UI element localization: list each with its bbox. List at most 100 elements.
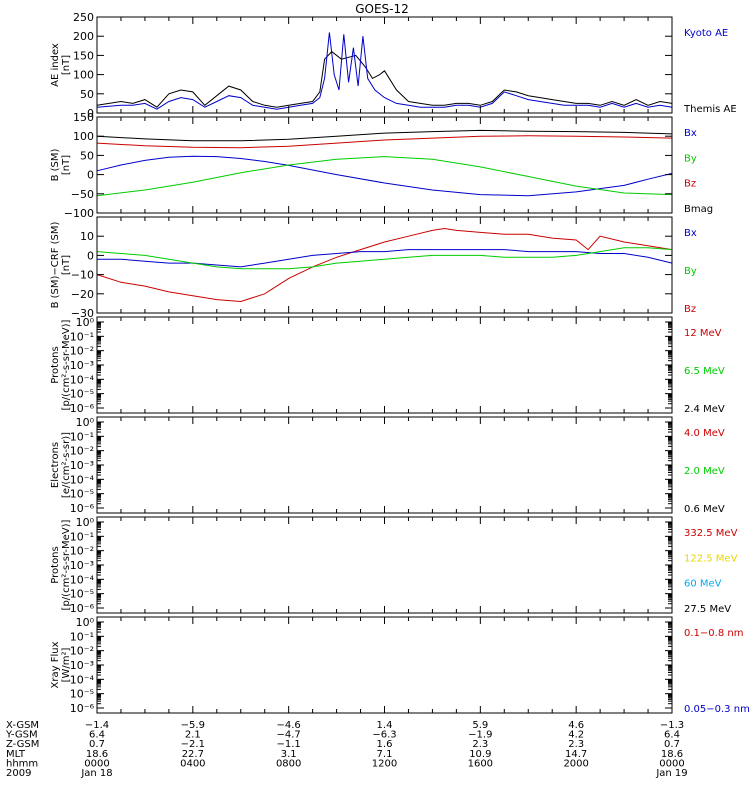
y-tick-label: 10⁰ (76, 616, 95, 629)
y-tick-label: 10⁻² (70, 645, 94, 658)
panel-frame (96, 316, 673, 414)
x-row-value: 1.4 (377, 720, 393, 731)
y-tick-label: 10⁻¹ (70, 430, 94, 443)
x-row-label: MLT (6, 749, 26, 760)
y-tick-label: 10⁻⁵ (70, 388, 94, 401)
x-row-value: 0.7 (664, 739, 680, 750)
y-tick-label: 0 (87, 169, 94, 182)
x-row-value: −4.7 (277, 730, 301, 741)
x-row-value: −1.3 (660, 720, 684, 731)
y-tick-label: 0 (87, 107, 94, 120)
y-axis-label-line: [nT] (61, 155, 72, 175)
y-axis-label-line: Xray Flux (50, 641, 61, 688)
series-line-by (96, 247, 673, 270)
legend-entry: 6.5 MeV (684, 366, 725, 377)
y-tick-label: −20 (71, 288, 94, 301)
legend-entry: 2.0 MeV (684, 466, 725, 477)
series-line-kyoto-ae (96, 32, 673, 110)
chart-title: GOES-12 (355, 2, 409, 16)
x-row-label: 2009 (6, 768, 31, 779)
x-row-label: hhmm (6, 758, 38, 769)
x-row-label: Z-GSM (6, 739, 39, 750)
y-axis-label-line: B (SM) (50, 148, 61, 181)
y-tick-label: 10⁻¹ (70, 630, 94, 643)
legend-entry: 2.4 MeV (684, 404, 725, 415)
legend-entry: Bz (684, 304, 696, 315)
x-axis-table: X-GSM −1.4 −5.9 −4.6 1.4 5.9 4.6 −1.3 Y-GSM 6.4 2.… (5, 720, 688, 779)
y-tick-label: 10⁻² (70, 345, 94, 358)
legend-entry: 0.6 MeV (684, 504, 725, 515)
y-axis-label-line: Protons (50, 346, 61, 383)
y-tick-label: 100 (73, 69, 94, 82)
x-row-value: −6.3 (372, 730, 396, 741)
x-row-value: −1.4 (85, 720, 109, 731)
y-tick-label: 50 (80, 149, 94, 162)
y-tick-label: −10 (71, 269, 94, 282)
legend-entry: 0.1−0.8 nm (684, 628, 743, 639)
y-tick-label: −100 (64, 207, 94, 220)
y-tick-label: 100 (73, 130, 94, 143)
y-tick-label: 10⁻³ (70, 459, 94, 472)
x-row-value: −1.1 (277, 739, 301, 750)
y-tick-label: 250 (73, 11, 94, 24)
y-axis-label: Xray Flux[W/m²] (50, 641, 72, 688)
y-axis-label: B (SM)[nT] (50, 148, 72, 181)
y-axis-label: Protons[p/(cm²-s-sr-MeV)] (50, 319, 72, 410)
x-row-label: Y-GSM (5, 730, 38, 741)
legend-entry: Bz (684, 179, 696, 190)
y-tick-label: 150 (73, 49, 94, 62)
y-tick-label: 10⁻⁶ (70, 502, 95, 515)
y-axis-label-line: B (SM)−CRF (SM) (50, 221, 61, 308)
y-tick-label: 0 (87, 249, 94, 262)
x-row-value: 0.7 (89, 739, 105, 750)
legend-entry: 12 MeV (684, 328, 722, 339)
legend-entry: 60 MeV (684, 579, 722, 590)
x-row-value: Jan 18 (80, 768, 112, 779)
y-axis-label-line: Electrons (50, 442, 61, 488)
legend-entry: 0.05−0.3 nm (684, 704, 750, 715)
y-axis-label-line: [W/m²] (61, 647, 72, 682)
legend-entry: By (684, 153, 697, 164)
legend-entry: Bmag (684, 204, 713, 215)
series-line-by (96, 156, 673, 197)
y-axis-label: AE index[nT] (50, 43, 72, 87)
y-tick-label: 10⁰ (76, 316, 95, 329)
y-tick-label: 200 (73, 30, 94, 43)
x-row-value: 0400 (180, 758, 205, 769)
x-row-value: 0000 (84, 758, 109, 769)
y-tick-label: 10⁰ (76, 416, 95, 429)
x-row-value: 18.6 (661, 749, 683, 760)
x-row-value: 3.1 (281, 749, 297, 760)
y-tick-label: 10⁻⁴ (70, 673, 95, 686)
y-tick-label: 10⁻⁴ (70, 473, 95, 486)
y-axis-label: B (SM)−CRF (SM)[nT] (50, 221, 72, 308)
y-tick-label: 10⁻³ (70, 359, 94, 372)
y-tick-label: 10⁻⁶ (70, 402, 95, 415)
series-line-themis-ae (96, 50, 673, 108)
y-tick-label: 10⁻³ (70, 659, 94, 672)
panel-1: 250 200 150 100 50 0 AE index[nT] Kyoto AE Themi… (50, 11, 737, 120)
x-row-value: 10.9 (469, 749, 491, 760)
legend-entry: Bx (684, 128, 697, 139)
panel-4: 10⁰10⁻¹10⁻²10⁻³10⁻⁴10⁻⁵10⁻⁶Protons[p/(cm… (50, 316, 725, 415)
panel-2: 150 100 50 0 −50 −100 B (SM)[nT] Bx By Bz Bmag (50, 111, 713, 220)
y-tick-label: 10⁻⁶ (70, 702, 95, 715)
legend-entry: Themis AE (683, 104, 737, 115)
y-tick-label: 10⁻⁵ (70, 688, 94, 701)
x-row-value: 0000 (659, 758, 684, 769)
y-tick-label: 10⁻³ (70, 559, 94, 572)
legend-entry: 27.5 MeV (684, 604, 731, 615)
y-axis-label-line: [p/(cm²-s-sr-MeV)] (61, 519, 72, 610)
panel-6: 10⁰10⁻¹10⁻²10⁻³10⁻⁴10⁻⁵10⁻⁶Protons[p/(cm… (50, 516, 738, 615)
y-tick-label: −30 (71, 307, 94, 320)
x-row-value: 5.9 (472, 720, 488, 731)
x-row-value: 4.2 (568, 730, 584, 741)
x-row-value: 22.7 (182, 749, 204, 760)
x-row-value: 0800 (276, 758, 301, 769)
legend-entry: Kyoto AE (684, 28, 728, 39)
x-row-value: 6.4 (664, 730, 680, 741)
legend-entry: 122.5 MeV (684, 553, 738, 564)
x-row-value: Jan 19 (655, 768, 687, 779)
